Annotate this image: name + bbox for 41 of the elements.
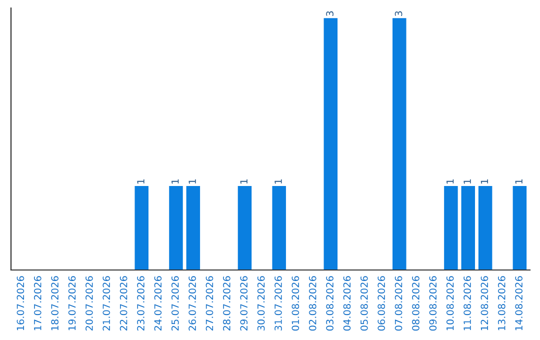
x-tick-label: 09.08.2026 <box>429 276 437 331</box>
data-label: 1 <box>446 179 454 184</box>
x-tick-label: 20.07.2026 <box>86 276 93 331</box>
x-tick-label: 07.08.2026 <box>394 276 402 331</box>
x-tick-label: 08.08.2026 <box>412 276 420 331</box>
data-label: 3 <box>326 11 334 16</box>
x-tick-label: 02.08.2026 <box>308 276 316 331</box>
x-tick-label: 23.07.2026 <box>137 276 144 331</box>
data-label: 1 <box>515 179 522 184</box>
x-tick-label: 01.08.2026 <box>292 276 300 331</box>
x-tick-label: 18.07.2026 <box>51 276 59 330</box>
data-label: 3 <box>394 11 402 16</box>
data-label: 1 <box>480 179 488 184</box>
x-tick-label: 24.07.2026 <box>154 276 162 331</box>
x-tick-label: 26.07.2026 <box>188 276 196 331</box>
x-tick-label: 21.07.2026 <box>102 276 110 331</box>
x-tick-label: 14.08.2026 <box>515 276 523 330</box>
x-tick-label: 11.08.2026 <box>464 276 471 330</box>
x-tick-label: 19.07.2026 <box>68 276 76 330</box>
data-label: 1 <box>274 179 282 184</box>
x-tick-label: 12.08.2026 <box>480 276 488 330</box>
x-tick-label: 05.08.2026 <box>360 276 368 331</box>
x-tick-label: 31.07.2026 <box>274 276 282 330</box>
x-tick-label: 16.07.2026 <box>16 276 24 330</box>
data-label: 1 <box>172 179 179 184</box>
x-tick-label: 22.07.2026 <box>120 276 128 331</box>
data-label: 1 <box>188 179 196 184</box>
data-label: 1 <box>464 179 471 184</box>
x-tick-label: 29.07.2026 <box>240 276 248 331</box>
x-tick-label: 10.08.2026 <box>446 276 454 330</box>
data-label: 1 <box>137 179 144 184</box>
x-tick-label: 17.07.2026 <box>34 276 42 330</box>
x-tick-label: 27.07.2026 <box>206 276 214 331</box>
x-tick-label: 28.07.2026 <box>223 276 230 331</box>
x-tick-label: 13.08.2026 <box>498 276 506 330</box>
x-tick-label: 30.07.2026 <box>257 276 265 330</box>
x-tick-label: 06.08.2026 <box>378 276 386 331</box>
data-label: 1 <box>240 179 248 184</box>
x-tick-label: 04.08.2026 <box>343 276 351 331</box>
x-tick-label: 03.08.2026 <box>326 276 334 331</box>
x-tick-label: 25.07.2026 <box>171 276 179 331</box>
